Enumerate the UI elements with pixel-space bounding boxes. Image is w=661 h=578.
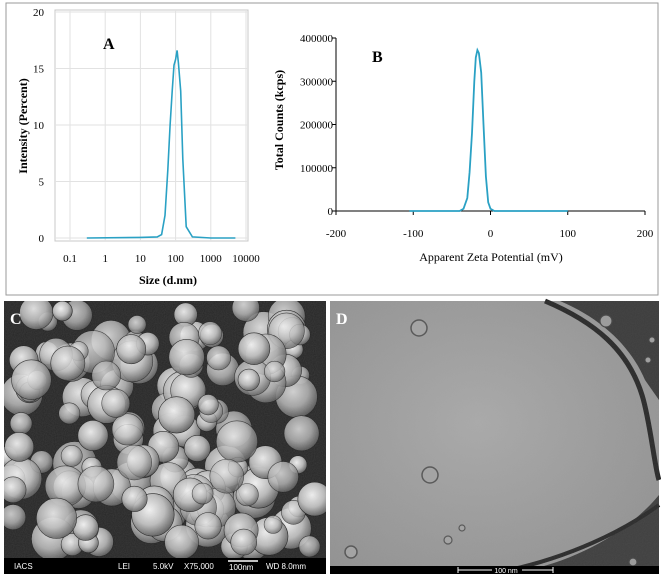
y-tick-label: 0 xyxy=(328,206,334,218)
tem-scalebar-label: 100 nm xyxy=(494,568,518,575)
x-tick-label: -200 xyxy=(326,228,347,240)
tem-grain xyxy=(330,301,659,572)
x-tick-label: 1000 xyxy=(200,253,223,265)
y-tick-label: 0 xyxy=(39,233,45,245)
panel-letter-a: A xyxy=(103,36,115,53)
panel-letter-d: D xyxy=(336,311,348,328)
x-tick-label: 0.1 xyxy=(63,253,77,265)
plots-frame xyxy=(5,2,659,296)
y-tick-label: 15 xyxy=(33,64,45,76)
sem-micrograph-c: IACS LEI 5.0kV X75,000 100nm WD 8.0mm C xyxy=(4,301,326,574)
chart-panel-a: 0 5 10 15 20 0.1 1 10 100 1000 10000 A Size (d.nm… xyxy=(16,7,260,287)
tem-vesicle xyxy=(410,319,428,337)
tem-vesicle xyxy=(344,545,358,559)
tem-scalebar-label-bg xyxy=(492,566,522,574)
y-tick-label: 400000 xyxy=(300,33,334,45)
x-tick-label: 10 xyxy=(135,253,147,265)
sem-wd-label: WD 8.0mm xyxy=(266,562,306,571)
series-line-a xyxy=(86,50,236,239)
x-tick-label: -100 xyxy=(403,228,424,240)
sem-scalebar-label: 100nm xyxy=(229,563,254,572)
x-tick-labels-a: 0.1 1 10 100 1000 10000 xyxy=(63,253,260,265)
sem-voltage-label: 5.0kV xyxy=(153,562,174,571)
x-tick-label: 1 xyxy=(102,253,108,265)
tem-micrograph-d: 100 nm D xyxy=(330,298,661,575)
sem-infobar xyxy=(4,558,326,574)
y-tick-label: 5 xyxy=(39,177,45,189)
tem-vesicle xyxy=(458,524,466,532)
y-axis-label-b: Total Counts (kcps) xyxy=(272,70,286,170)
sem-detector-label: LEI xyxy=(118,562,130,571)
x-axis-label-b: Apparent Zeta Potential (mV) xyxy=(419,250,563,264)
x-axis-label-a: Size (d.nm) xyxy=(139,273,197,287)
x-tick-label: 0 xyxy=(488,228,494,240)
chart-panel-b: 0 100000 200000 300000 400000 -200 -100 0 100 20… xyxy=(272,33,654,264)
grid-a xyxy=(55,10,248,241)
tem-vesicle xyxy=(443,535,453,545)
y-tick-labels-a: 0 5 10 15 20 xyxy=(33,7,45,245)
x-tick-label: 10000 xyxy=(232,253,260,265)
y-axis-label-a: Intensity (Percent) xyxy=(16,78,30,173)
sem-lab-label: IACS xyxy=(14,562,33,571)
x-tick-label: 100 xyxy=(167,253,184,265)
y-tick-label: 300000 xyxy=(300,76,334,88)
series-line-b xyxy=(409,47,568,212)
tem-vesicle xyxy=(421,466,439,484)
sem-magnification-label: X75,000 xyxy=(184,562,214,571)
tem-vesicle xyxy=(644,356,652,364)
x-tick-label: 100 xyxy=(560,228,577,240)
y-tick-label: 200000 xyxy=(300,120,334,132)
panel-letter-b: B xyxy=(372,49,383,66)
tem-vesicle xyxy=(628,557,638,567)
y-tick-label: 10 xyxy=(33,120,45,132)
tem-vesicle xyxy=(599,314,613,328)
y-tick-labels-b: 0 100000 200000 300000 400000 xyxy=(300,33,336,218)
x-tick-label: 200 xyxy=(637,228,654,240)
tem-vesicle xyxy=(648,336,656,344)
y-tick-label: 20 xyxy=(33,7,45,19)
x-tick-labels-b: -200 -100 0 100 200 xyxy=(326,211,654,240)
sem-grain xyxy=(4,301,326,558)
panel-letter-c: C xyxy=(10,311,22,328)
y-tick-label: 100000 xyxy=(300,163,334,175)
